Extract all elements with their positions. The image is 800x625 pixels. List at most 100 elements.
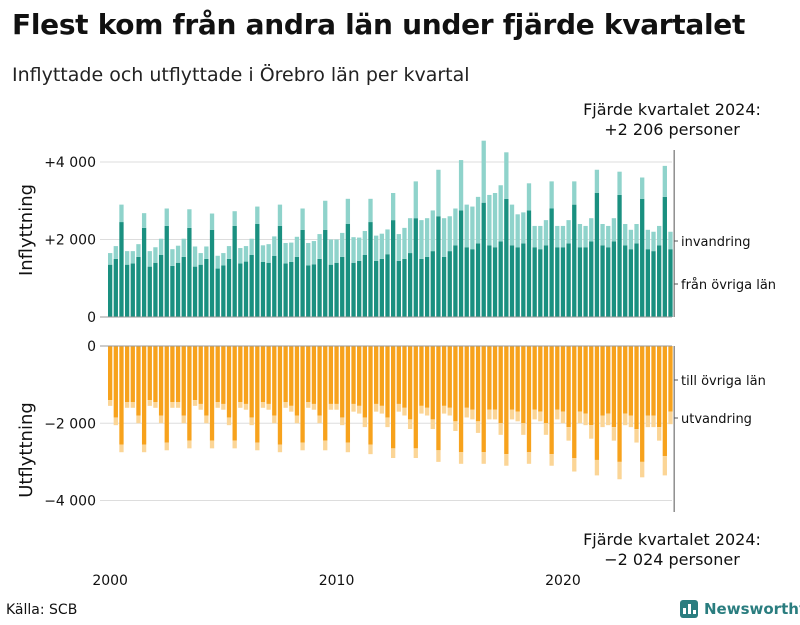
bar-inflow-immigration (487, 194, 492, 246)
bar-outflow-emigration (277, 444, 283, 453)
bar-outflow-emigration (255, 442, 260, 451)
bar-outflow-emigration (300, 442, 305, 451)
bar-inflow-domestic (402, 258, 407, 317)
bar-inflow-domestic (430, 251, 435, 317)
bar-inflow-domestic (623, 245, 628, 317)
x-tick-label: 2010 (319, 573, 355, 589)
bar-outflow-emigration (668, 411, 673, 425)
bar-outflow-emigration (606, 413, 611, 426)
bar-outflow-emigration (374, 403, 379, 412)
bar-inflow-immigration (317, 234, 322, 259)
bar-outflow-domestic (611, 346, 617, 428)
bar-inflow-immigration (215, 255, 220, 269)
bar-inflow-immigration (187, 209, 192, 228)
bar-outflow-emigration (345, 442, 351, 453)
bar-outflow-domestic (226, 346, 232, 418)
bar-inflow-immigration (357, 237, 362, 261)
bar-inflow-immigration (170, 249, 175, 266)
bar-inflow-immigration (572, 181, 577, 205)
bar-inflow-domestic (492, 247, 498, 317)
bar-inflow-domestic (436, 216, 441, 317)
bar-outflow-emigration (158, 415, 164, 424)
bar-outflow-domestic (600, 346, 605, 416)
bar-inflow-domestic (345, 224, 351, 317)
bar-outflow-emigration (515, 411, 520, 422)
bar-outflow-domestic (487, 346, 492, 410)
bar-inflow-domestic (204, 258, 209, 317)
bar-outflow-emigration (555, 409, 560, 420)
bar-inflow-immigration (436, 169, 441, 217)
bar-inflow-domestic (628, 249, 634, 317)
bar-inflow-domestic (192, 266, 198, 317)
bar-outflow-emigration (509, 409, 515, 420)
bar-inflow-domestic (487, 245, 492, 317)
bar-inflow-immigration (260, 245, 266, 262)
bar-outflow-domestic (158, 346, 164, 416)
bar-outflow-emigration (379, 405, 384, 414)
bar-outflow-emigration (249, 417, 254, 426)
bar-outflow-emigration (113, 417, 118, 426)
bar-outflow-domestic (606, 346, 611, 414)
bar-outflow-domestic (181, 346, 186, 416)
bar-inflow-domestic (108, 264, 113, 317)
bar-outflow-domestic (232, 346, 237, 441)
bar-outflow-emigration (153, 402, 158, 408)
bar-outflow-domestic (124, 346, 130, 403)
bar-inflow-immigration (108, 253, 113, 265)
bar-inflow-domestic (249, 255, 254, 317)
bar-outflow-domestic (538, 346, 543, 412)
bar-outflow-domestic (345, 346, 351, 443)
bar-inflow-immigration (328, 239, 334, 265)
bar-outflow-emigration (526, 452, 532, 464)
bar-inflow-domestic (606, 247, 611, 317)
bar-inflow-domestic (215, 268, 220, 317)
bar-outflow-domestic (289, 346, 294, 406)
bar-outflow-domestic (453, 346, 458, 422)
bar-inflow-domestic (209, 229, 215, 317)
bar-outflow-emigration (538, 411, 543, 422)
bar-outflow-domestic (175, 346, 181, 403)
bar-inflow-domestic (226, 258, 232, 317)
bar-outflow-domestic (243, 346, 249, 404)
bar-inflow-immigration (306, 242, 311, 266)
bar-inflow-immigration (526, 183, 532, 211)
bar-outflow-emigration (458, 452, 464, 464)
bar-outflow-domestic (515, 346, 520, 412)
bar-inflow-immigration (164, 208, 169, 226)
bar-inflow-immigration (232, 211, 237, 226)
bar-outflow-emigration (645, 415, 650, 428)
bar-outflow-emigration (634, 429, 639, 443)
bar-outflow-emigration (357, 405, 362, 414)
bar-inflow-immigration (221, 253, 226, 266)
bar-inflow-immigration (441, 218, 447, 257)
bar-inflow-immigration (555, 225, 560, 248)
bar-inflow-domestic (289, 261, 294, 317)
bar-outflow-emigration (560, 411, 566, 424)
bar-inflow-immigration (532, 225, 537, 248)
bar-inflow-domestic (419, 258, 424, 317)
bar-inflow-domestic (391, 220, 396, 317)
bar-outflow-domestic (164, 346, 169, 443)
bar-inflow-domestic (243, 261, 249, 317)
bar-outflow-domestic (447, 346, 452, 408)
bar-outflow-domestic (391, 346, 396, 449)
bar-inflow-immigration (413, 181, 418, 219)
bar-inflow-immigration (419, 220, 424, 259)
chart-subtitle: Inflyttade och utflyttade i Örebro län p… (12, 64, 470, 86)
bar-inflow-immigration (277, 204, 283, 226)
bar-outflow-domestic (577, 346, 583, 412)
bar-outflow-domestic (566, 346, 571, 428)
bar-inflow-domestic (634, 243, 639, 317)
bar-outflow-emigration (617, 461, 622, 480)
bar-inflow-domestic (260, 261, 266, 317)
bar-inflow-domestic (611, 241, 617, 317)
bar-outflow-emigration (334, 403, 339, 410)
bar-outflow-emigration (441, 405, 447, 414)
bar-outflow-domestic (221, 346, 226, 404)
bar-outflow-domestic (583, 346, 588, 414)
bar-inflow-domestic (130, 263, 135, 317)
bar-inflow-domestic (504, 198, 509, 317)
bar-inflow-domestic (147, 266, 152, 317)
bar-inflow-domestic (600, 245, 605, 317)
bar-inflow-domestic (362, 255, 367, 317)
